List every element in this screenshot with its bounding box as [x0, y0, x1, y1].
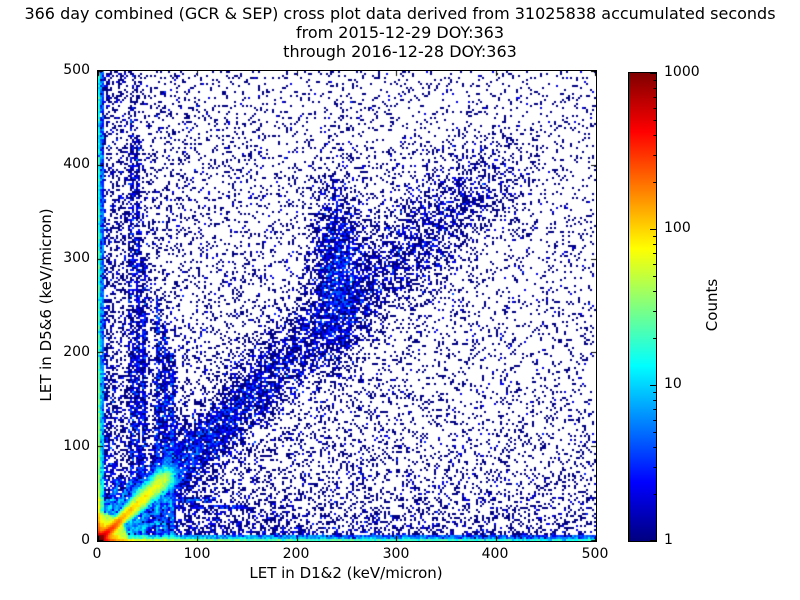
- colorbar-tick: [653, 338, 656, 339]
- colorbar-tick: [653, 88, 656, 89]
- colorbar-tick: [653, 182, 656, 183]
- chart-title: 366 day combined (GCR & SEP) cross plot …: [0, 4, 800, 61]
- title-line-1: 366 day combined (GCR & SEP) cross plot …: [24, 4, 776, 23]
- colorbar-tick: [653, 253, 656, 254]
- colorbar-tick: [653, 420, 656, 421]
- colorbar-tick: [653, 400, 656, 401]
- colorbar-tick: [653, 236, 656, 237]
- colorbar-tick: [653, 264, 656, 265]
- colorbar-tick: [653, 311, 656, 312]
- colorbar-tick: [653, 244, 656, 245]
- x-tick-label: 200: [282, 546, 310, 562]
- colorbar-gradient: [629, 73, 656, 541]
- colorbar-tick: [653, 80, 656, 81]
- y-tick-label: 100: [63, 438, 90, 454]
- y-tick-label: 0: [81, 532, 90, 548]
- colorbar-tick-label: 1000: [664, 64, 700, 80]
- colorbar-tick: [653, 291, 656, 292]
- y-tick-label: 200: [63, 344, 90, 360]
- x-tick-label: 500: [581, 546, 609, 562]
- colorbar: [628, 72, 657, 542]
- colorbar-tick: [653, 447, 656, 448]
- colorbar-tick: [653, 120, 656, 121]
- colorbar-tick: [653, 97, 656, 98]
- x-tick-label: 0: [92, 546, 102, 562]
- plot-area: [97, 70, 597, 542]
- colorbar-tick: [650, 73, 656, 74]
- x-tick-label: 100: [183, 546, 211, 562]
- colorbar-tick: [653, 276, 656, 277]
- y-tick-label: 500: [63, 62, 90, 78]
- y-axis-label: LET in D5&6 (keV/micron): [37, 208, 55, 402]
- scatter-heatmap-canvas: [98, 71, 596, 541]
- x-tick-label: 400: [481, 546, 509, 562]
- colorbar-tick: [653, 467, 656, 468]
- colorbar-tick: [653, 392, 656, 393]
- colorbar-tick: [653, 108, 656, 109]
- y-tick-label: 400: [63, 156, 90, 172]
- title-line-2: from 2015-12-29 DOY:363: [295, 23, 504, 42]
- x-axis-label: LET in D1&2 (keV/micron): [249, 564, 443, 582]
- x-tick-label: 300: [382, 546, 410, 562]
- colorbar-tick-label: 10: [664, 376, 682, 392]
- colorbar-tick: [650, 385, 656, 386]
- colorbar-tick: [653, 494, 656, 495]
- colorbar-tick-label: 100: [664, 220, 691, 236]
- title-line-3: through 2016-12-28 DOY:363: [283, 42, 517, 61]
- colorbar-tick: [650, 540, 656, 541]
- colorbar-tick-label: 1: [664, 532, 673, 548]
- colorbar-tick: [653, 432, 656, 433]
- colorbar-label: Counts: [703, 278, 721, 332]
- colorbar-tick: [653, 135, 656, 136]
- colorbar-tick: [653, 155, 656, 156]
- colorbar-tick: [653, 409, 656, 410]
- y-tick-label: 300: [63, 250, 90, 266]
- colorbar-tick: [650, 229, 656, 230]
